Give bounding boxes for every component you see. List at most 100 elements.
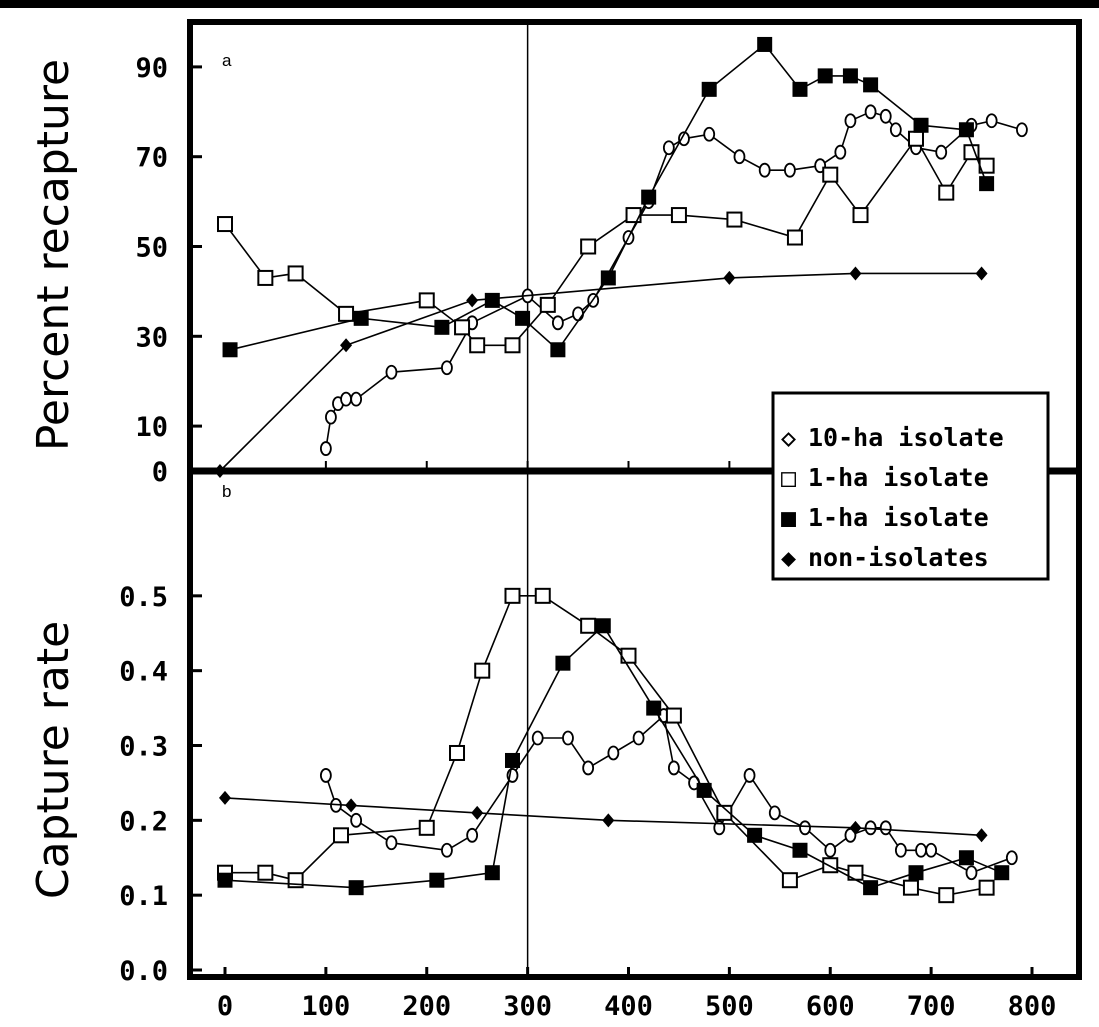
point-open-diamond: [325, 409, 337, 425]
x-tick-label: 100: [301, 991, 350, 1022]
point-open-square: [287, 265, 304, 282]
point-open-square: [938, 887, 955, 904]
x-tick-label: 700: [907, 991, 956, 1022]
plot-layer: 0 100 200 300 400 500 600 700 800 0 10 30 50 70 90 0.0 0…: [119, 22, 1056, 1022]
point-filled-square: [757, 36, 773, 52]
point-open-diamond: [632, 730, 645, 746]
point-open-diamond: [733, 149, 746, 165]
point-filled-square: [515, 310, 531, 326]
point-open-square: [504, 587, 521, 604]
point-open-square: [620, 647, 637, 664]
point-open-diamond: [824, 842, 837, 858]
point-filled-square: [353, 310, 369, 326]
y-tick-label: 90: [135, 53, 168, 84]
legend-box: [771, 391, 1050, 581]
point-filled-square: [994, 865, 1010, 881]
point-open-square: [449, 744, 466, 761]
point-open-diamond: [441, 360, 453, 376]
point-filled-square: [348, 880, 364, 896]
point-open-square: [580, 617, 597, 634]
point-open-square: [333, 827, 350, 844]
point-open-diamond: [340, 391, 352, 407]
point-filled-square: [979, 176, 995, 192]
point-open-diamond: [799, 820, 811, 836]
point-open-diamond: [607, 745, 620, 761]
point-filled-square: [484, 292, 500, 308]
point-filled-square: [863, 77, 879, 93]
legend-entry-1ha-open: □ 1-ha isolate: [781, 463, 989, 492]
y-tick-label: 0.3: [119, 732, 168, 763]
point-open-diamond: [441, 842, 453, 858]
point-filled-square: [908, 865, 924, 881]
point-open-square: [534, 587, 551, 604]
legend-symbol-open-diamond: ◇: [781, 423, 796, 452]
point-filled-square: [595, 618, 611, 634]
point-open-diamond: [319, 768, 332, 783]
point-filled-square: [217, 872, 233, 888]
point-open-diamond: [350, 812, 363, 828]
point-open-diamond: [678, 131, 690, 147]
series-line-filled-diamond: [219, 272, 982, 472]
legend-entry-1ha-filled: ■ 1-ha isolate: [781, 503, 989, 532]
point-open-square: [418, 292, 435, 309]
point-filled-square: [222, 342, 238, 358]
point-open-square: [418, 819, 435, 836]
point-open-diamond: [894, 842, 907, 858]
point-open-diamond: [879, 820, 892, 836]
panel-a-ylabel: Percent recapture: [28, 59, 79, 451]
y-tick-label: 0.0: [119, 956, 168, 987]
point-open-square: [938, 184, 955, 201]
point-filled-square: [550, 342, 566, 358]
y-tick-label: 70: [135, 143, 168, 174]
point-filled-square: [913, 117, 929, 133]
point-open-diamond: [319, 441, 332, 456]
point-filled-diamond: [340, 338, 353, 353]
point-filled-square: [958, 850, 974, 866]
point-filled-square: [863, 880, 879, 896]
point-filled-diamond: [471, 805, 484, 820]
point-filled-diamond: [466, 293, 479, 308]
legend-label-10ha: 10-ha isolate: [808, 423, 1004, 452]
panel-b-ylabel: Capture rate: [28, 621, 79, 899]
y-tick-label: 30: [135, 322, 168, 353]
point-open-diamond: [965, 865, 978, 881]
point-filled-square: [555, 655, 571, 671]
legend-entry-10ha: ◇ 10-ha isolate: [781, 423, 1004, 452]
legend-symbol-filled-diamond: ◆: [781, 543, 796, 572]
point-open-square: [625, 207, 642, 224]
point-open-diamond: [1005, 850, 1018, 866]
panel-a-letter: a: [222, 51, 232, 70]
point-open-diamond: [985, 113, 998, 129]
point-filled-square: [429, 872, 445, 888]
x-tick-label: 200: [402, 991, 451, 1022]
point-filled-square: [600, 270, 616, 286]
x-tick-label: 500: [705, 991, 754, 1022]
panel-b-letter: b: [222, 482, 231, 501]
y-tick-label: 0: [152, 457, 168, 488]
point-open-diamond: [1016, 122, 1028, 138]
series-line-open-square: [225, 595, 987, 897]
series-line-open-diamond: [325, 714, 1013, 874]
point-open-square: [852, 207, 869, 224]
x-tick-label: 800: [1008, 991, 1057, 1022]
point-open-square: [539, 296, 556, 313]
y-tick-label: 50: [135, 233, 168, 264]
point-filled-square: [792, 842, 808, 858]
point-open-diamond: [713, 820, 726, 836]
legend-label-non-isolates: non-isolates: [808, 543, 989, 572]
point-open-diamond: [925, 842, 938, 858]
point-open-diamond: [350, 391, 363, 407]
legend-label-1ha-filled: 1-ha isolate: [808, 503, 989, 532]
point-filled-square: [646, 700, 662, 716]
legend-symbol-filled-square: ■: [781, 503, 796, 532]
point-filled-diamond: [219, 790, 231, 805]
y-tick-label: 0.1: [119, 881, 168, 912]
point-open-square: [469, 337, 486, 354]
point-open-diamond: [743, 768, 756, 783]
point-filled-square: [792, 81, 808, 97]
point-open-square: [257, 269, 274, 286]
point-open-diamond: [768, 805, 781, 821]
legend-label-1ha-open: 1-ha isolate: [808, 463, 989, 492]
point-open-diamond: [562, 730, 574, 746]
point-open-square: [454, 319, 471, 336]
